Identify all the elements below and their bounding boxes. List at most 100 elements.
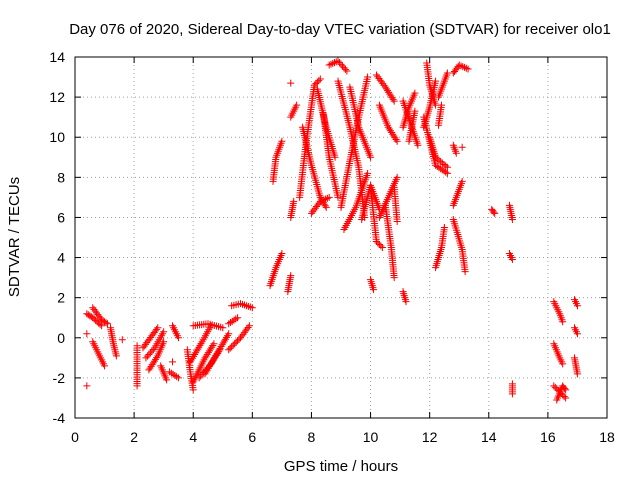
data-point: [217, 343, 225, 351]
data-point: [553, 385, 561, 393]
data-point: [102, 319, 110, 327]
x-tick-label: 12: [422, 429, 438, 445]
data-point: [205, 363, 213, 371]
y-tick-label: 0: [57, 330, 65, 346]
data-point: [316, 75, 324, 83]
data-point: [562, 386, 570, 394]
data-point: [313, 78, 321, 86]
y-axis-label: SDTVAR / TECUs: [6, 177, 23, 297]
data-point: [226, 344, 234, 352]
data-point: [325, 193, 333, 201]
x-tick-label: 6: [248, 429, 256, 445]
data-point: [329, 59, 337, 67]
data-point: [153, 354, 161, 362]
data-point: [381, 83, 389, 91]
data-point: [390, 274, 398, 282]
data-point: [149, 345, 157, 353]
data-point: [204, 364, 212, 372]
data-point: [225, 330, 233, 338]
data-point: [202, 368, 210, 376]
data-point: [508, 215, 516, 223]
data-point: [290, 197, 298, 205]
data-point: [143, 352, 151, 360]
data-point: [385, 88, 393, 96]
data-point: [214, 348, 222, 356]
data-point: [133, 382, 141, 390]
data-point: [211, 353, 219, 361]
data-point: [232, 315, 240, 323]
data-point: [442, 162, 450, 170]
data-points: [83, 57, 581, 404]
y-tick-label: 4: [57, 250, 65, 266]
data-point: [461, 268, 469, 276]
data-point: [336, 59, 344, 67]
data-point: [458, 143, 466, 151]
data-point: [372, 238, 380, 246]
data-point: [393, 137, 401, 145]
data-point: [234, 314, 242, 322]
data-point: [210, 355, 218, 363]
data-point: [197, 372, 205, 380]
data-point: [338, 62, 346, 70]
data-point: [148, 347, 156, 355]
data-point: [209, 342, 217, 350]
y-tick-label: -4: [53, 410, 66, 426]
x-tick-label: 14: [481, 429, 497, 445]
data-point: [443, 163, 451, 171]
data-point: [187, 356, 195, 364]
data-point: [213, 350, 221, 358]
data-point: [118, 336, 126, 344]
x-tick-label: 8: [308, 429, 316, 445]
data-point: [343, 67, 351, 75]
data-point: [573, 370, 581, 378]
data-point: [112, 352, 120, 360]
data-point: [83, 330, 91, 338]
data-point: [490, 208, 498, 216]
data-point: [173, 373, 181, 381]
data-point: [388, 94, 396, 102]
data-point: [318, 197, 326, 205]
data-point: [207, 345, 215, 353]
data-point: [195, 343, 203, 351]
y-tick-label: 6: [57, 209, 65, 225]
data-point: [391, 134, 399, 142]
data-point: [364, 169, 372, 177]
data-point: [230, 316, 238, 324]
data-point: [210, 340, 218, 348]
data-point: [174, 334, 182, 342]
data-point: [464, 65, 472, 73]
y-axis: -4 -2 0 2 4 6 8 10 12 14: [49, 49, 607, 426]
data-point: [432, 77, 440, 85]
data-point: [461, 63, 469, 71]
data-point: [169, 358, 177, 366]
x-tick-label: 2: [130, 429, 138, 445]
data-point: [287, 79, 295, 87]
data-point: [204, 349, 212, 357]
data-point: [390, 132, 398, 140]
x-tick-label: 10: [363, 429, 379, 445]
data-point: [459, 63, 467, 71]
data-point: [443, 69, 451, 77]
data-point: [194, 345, 202, 353]
data-point: [322, 203, 330, 211]
data-point: [440, 223, 448, 231]
data-point: [147, 362, 155, 370]
data-point: [508, 256, 516, 264]
data-point: [402, 298, 410, 306]
data-point: [310, 81, 318, 89]
data-point: [160, 338, 168, 346]
data-point: [551, 383, 559, 391]
data-point: [203, 366, 211, 374]
data-point: [414, 141, 422, 149]
data-point: [573, 302, 581, 310]
data-point: [223, 333, 231, 341]
data-point: [219, 324, 227, 332]
data-point: [384, 87, 392, 95]
data-point: [228, 343, 236, 351]
data-point: [169, 370, 177, 378]
data-point: [322, 195, 330, 203]
data-point: [340, 64, 348, 72]
data-point: [389, 95, 397, 103]
data-point: [215, 346, 223, 354]
data-point: [216, 344, 224, 352]
